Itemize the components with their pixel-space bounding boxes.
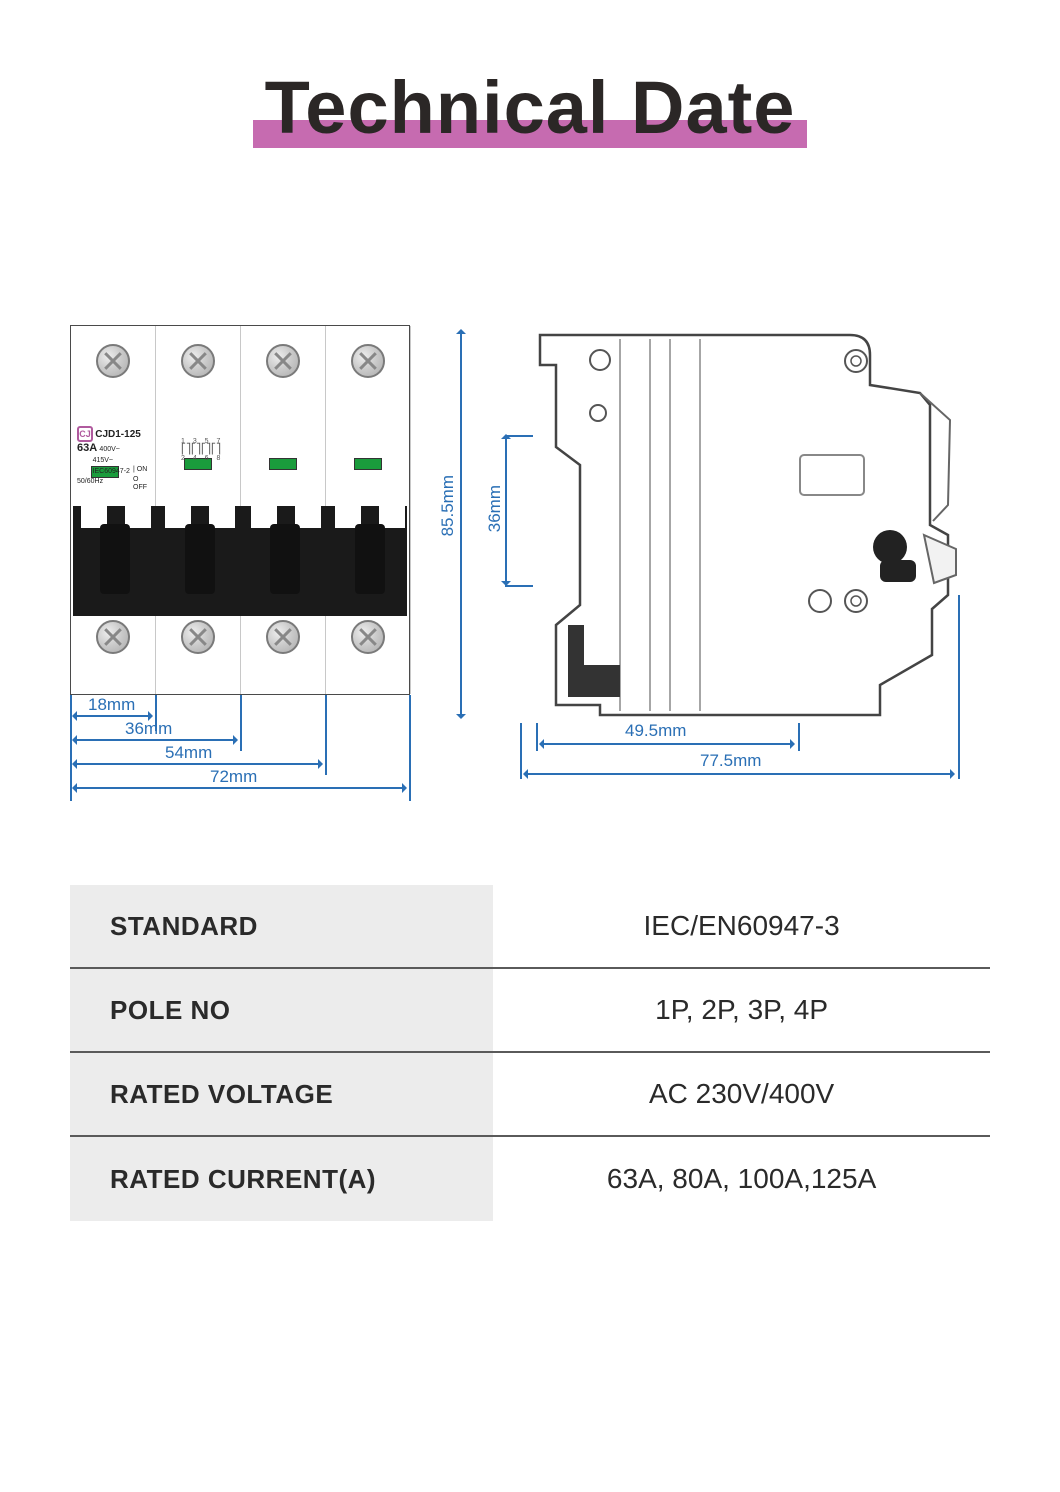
front-view-diagram: CJ CJD1-125 63A 400V~ 415V~ IEC60947-2 5…	[70, 325, 410, 695]
spec-value: 1P, 2P, 3P, 4P	[493, 969, 990, 1051]
spec-value: 63A, 80A, 100A,125A	[493, 1137, 990, 1221]
spec-label: RATED CURRENT(A)	[70, 1137, 493, 1221]
dim-77-5mm: 77.5mm	[700, 751, 761, 771]
spec-label: RATED VOLTAGE	[70, 1053, 493, 1135]
product-voltage1: 400V~	[99, 446, 119, 453]
on-label: | ON	[133, 466, 147, 474]
product-std-marking: IEC60947-2	[93, 468, 130, 475]
spec-label: STANDARD	[70, 885, 493, 967]
brand-logo-icon: CJ	[77, 426, 93, 442]
spec-row: STANDARD IEC/EN60947-3	[70, 885, 990, 969]
dim-36mm: 36mm	[125, 719, 172, 739]
page-title-block: Technical Date	[0, 65, 1060, 150]
dim-18mm: 18mm	[88, 695, 135, 715]
dim-54mm: 54mm	[165, 743, 212, 763]
side-profile-svg	[520, 325, 960, 725]
dim-85-5mm: 85.5mm	[438, 475, 458, 536]
product-freq: 50/60Hz	[77, 478, 103, 485]
dim-72mm: 72mm	[210, 767, 257, 787]
wiring-bot: 2 4 6 8	[181, 455, 223, 462]
specs-table: STANDARD IEC/EN60947-3 POLE NO 1P, 2P, 3…	[70, 885, 990, 1221]
product-voltage2: 415V~	[93, 457, 113, 464]
side-view-diagram: 85.5mm 36mm	[460, 325, 970, 725]
spec-value: IEC/EN60947-3	[493, 885, 990, 967]
dim-36mm-v: 36mm	[485, 485, 505, 532]
page-title: Technical Date	[265, 66, 796, 149]
dimension-diagrams: CJ CJD1-125 63A 400V~ 415V~ IEC60947-2 5…	[70, 325, 990, 825]
spec-row: RATED VOLTAGE AC 230V/400V	[70, 1053, 990, 1137]
spec-value: AC 230V/400V	[493, 1053, 990, 1135]
product-rating: 63A	[77, 442, 97, 454]
spec-row: RATED CURRENT(A) 63A, 80A, 100A,125A	[70, 1137, 990, 1221]
product-label-block: CJ CJD1-125 63A 400V~ 415V~ IEC60947-2 5…	[77, 426, 149, 486]
off-label: O OFF	[133, 476, 149, 493]
spec-row: POLE NO 1P, 2P, 3P, 4P	[70, 969, 990, 1053]
dim-49-5mm: 49.5mm	[625, 721, 686, 741]
spec-label: POLE NO	[70, 969, 493, 1051]
product-model: CJD1-125	[95, 429, 141, 440]
